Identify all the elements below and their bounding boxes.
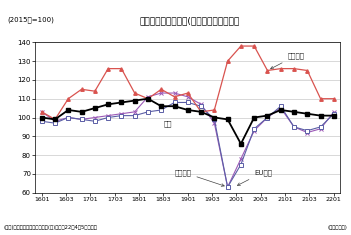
Text: 米国向け: 米国向け [174,169,224,186]
Text: EU向け: EU向け [237,169,272,185]
Text: (年・四半期): (年・四半期) [327,225,347,230]
Text: (資料)財務省「貿易統計」　　(注)直近は22年4、5月の平均: (資料)財務省「貿易統計」 (注)直近は22年4、5月の平均 [4,225,97,230]
Text: 地域別輸出数量指数(季節調整値）の推移: 地域別輸出数量指数(季節調整値）の推移 [139,16,240,25]
Text: (2015年=100): (2015年=100) [7,16,54,23]
Text: 全体: 全体 [164,120,172,127]
Text: 中国向け: 中国向け [271,52,304,69]
